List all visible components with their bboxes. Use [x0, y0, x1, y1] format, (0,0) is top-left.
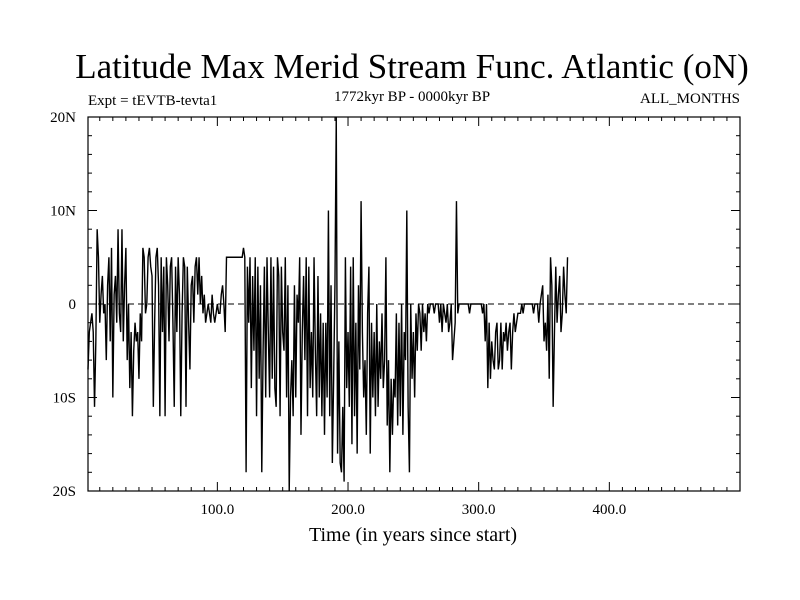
- y-tick-label: 10S: [53, 391, 76, 407]
- chart-period-label: 1772kyr BP - 0000kyr BP: [334, 89, 490, 105]
- x-tick-label: 300.0: [462, 502, 496, 518]
- chart-title: Latitude Max Merid Stream Func. Atlantic…: [75, 47, 749, 86]
- plot-area: [87, 116, 740, 492]
- series-line: [87, 116, 569, 492]
- chart-months-label: ALL_MONTHS: [640, 91, 740, 107]
- y-tick-label: 0: [69, 297, 77, 313]
- chart-experiment-label: Expt = tEVTB-tevta1: [88, 93, 217, 109]
- y-tick-label: 20S: [53, 484, 76, 500]
- x-tick-label: 200.0: [331, 502, 365, 518]
- y-tick-label: 20N: [50, 110, 76, 126]
- axis-ticks: 100.0 200.0 300.0 400.0 20N 10N 0 10S 20S: [50, 110, 740, 518]
- x-axis-label: Time (in years since start): [309, 524, 517, 546]
- x-tick-label: 400.0: [592, 502, 626, 518]
- x-tick-label: 100.0: [200, 502, 234, 518]
- y-tick-label: 10N: [50, 204, 76, 220]
